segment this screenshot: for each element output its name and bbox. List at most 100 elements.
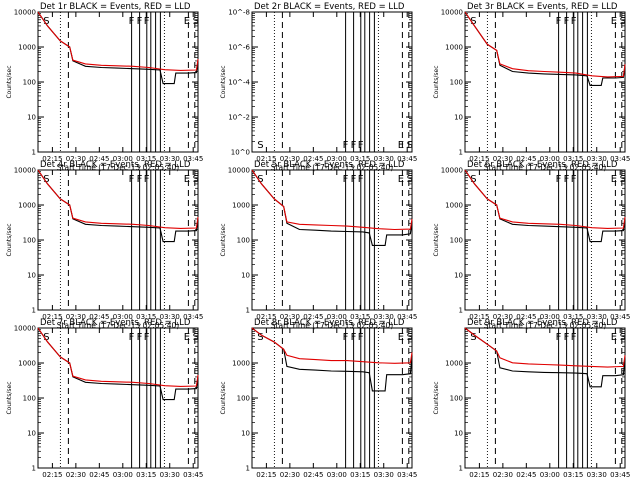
x-axis-title: Start Time (17-Dec-13 02:05:40) bbox=[57, 163, 179, 172]
y-axis-title: Counts/sec bbox=[220, 65, 227, 98]
panel-title: Det 8r BLACK = Events, RED = LLD bbox=[254, 318, 405, 328]
marker-letter: E bbox=[611, 16, 617, 27]
y-tick-label: 10 bbox=[27, 272, 36, 280]
x-tick-label: 03:00 bbox=[113, 313, 133, 321]
y-tick-label: 10 bbox=[454, 114, 463, 122]
y-axis-title: Counts/sec bbox=[433, 381, 440, 414]
marker-letter: F bbox=[571, 16, 577, 27]
x-tick-label: 02:30 bbox=[493, 471, 513, 479]
x-tick-label: 02:15 bbox=[42, 155, 62, 163]
marker-letter: S bbox=[620, 16, 626, 27]
marker-letter: S bbox=[43, 16, 49, 27]
x-tick-label: 02:45 bbox=[516, 313, 536, 321]
x-tick-label: 02:45 bbox=[89, 155, 109, 163]
series-line-lld bbox=[464, 11, 626, 78]
marker-letter: S bbox=[257, 140, 263, 151]
marker-letter: S bbox=[407, 332, 413, 343]
x-axis-title: Start Time (17-Dec-13 02:05:40) bbox=[57, 321, 179, 330]
x-tick-label: 03:45 bbox=[183, 471, 203, 479]
y-tick-label: 10000 bbox=[14, 9, 36, 17]
y-tick-label: 100 bbox=[237, 237, 250, 245]
marker-letter: F bbox=[358, 140, 364, 151]
marker-letter: F bbox=[556, 332, 562, 343]
plot-frame bbox=[251, 11, 413, 153]
y-tick-label: 10 bbox=[241, 430, 250, 438]
x-tick-label: 03:00 bbox=[327, 155, 347, 163]
marker-letter: E bbox=[611, 332, 617, 343]
x-tick-label: 02:15 bbox=[256, 313, 276, 321]
x-tick-label: 03:15 bbox=[350, 471, 370, 479]
series-line-events bbox=[251, 327, 413, 392]
marker-letter: S bbox=[193, 174, 199, 185]
x-tick-label: 02:30 bbox=[280, 155, 300, 163]
x-tick-label: 02:15 bbox=[256, 155, 276, 163]
marker-letter: F bbox=[351, 140, 357, 151]
y-tick-label: 100 bbox=[450, 237, 463, 245]
detector-panel: Det 3r BLACK = Events, RED = LLD 02:15 02:… bbox=[433, 2, 630, 172]
x-tick-label: 02:15 bbox=[469, 471, 489, 479]
x-tick-label: 03:45 bbox=[183, 313, 203, 321]
x-tick-label: 03:15 bbox=[350, 313, 370, 321]
panel-title: Det 5r BLACK = Events, RED = LLD bbox=[254, 160, 405, 170]
panel-title: Det 9r BLACK = Events, RED = LLD bbox=[467, 318, 618, 328]
x-tick-label: 03:30 bbox=[160, 313, 180, 321]
y-tick-label: 10^-8 bbox=[228, 9, 250, 17]
marker-letter: F bbox=[556, 174, 562, 185]
y-tick-label: 100 bbox=[23, 395, 36, 403]
marker-letter: F bbox=[343, 174, 349, 185]
y-axis-title: Counts/sec bbox=[6, 381, 13, 414]
x-tick-label: 03:00 bbox=[327, 471, 347, 479]
marker-letter: F bbox=[358, 332, 364, 343]
marker-letter: F bbox=[571, 332, 577, 343]
plot-frame bbox=[251, 327, 413, 469]
marker-letter: S bbox=[257, 332, 263, 343]
y-tick-label: 10000 bbox=[228, 167, 250, 175]
marker-letter: S bbox=[620, 174, 626, 185]
x-tick-label: 03:15 bbox=[563, 313, 583, 321]
x-tick-label: 03:15 bbox=[136, 313, 156, 321]
marker-letter: S bbox=[193, 332, 199, 343]
x-tick-label: 03:30 bbox=[374, 313, 394, 321]
marker-letter: F bbox=[564, 174, 570, 185]
series-line-events bbox=[37, 169, 199, 243]
x-tick-label: 03:00 bbox=[113, 471, 133, 479]
panel-title: Det 3r BLACK = Events, RED = LLD bbox=[467, 2, 618, 12]
marker-letter: F bbox=[137, 16, 143, 27]
detector-panel: Det 7r BLACK = Events, RED = LLD 02:15 02:… bbox=[6, 318, 203, 480]
marker-letter: F bbox=[343, 332, 349, 343]
y-tick-label: 1000 bbox=[445, 44, 463, 52]
x-tick-label: 02:30 bbox=[66, 155, 86, 163]
series-line-events bbox=[464, 327, 626, 388]
plot-frame bbox=[464, 11, 626, 153]
x-tick-label: 03:15 bbox=[350, 155, 370, 163]
x-tick-label: 03:30 bbox=[374, 471, 394, 479]
x-tick-label: 02:45 bbox=[516, 155, 536, 163]
marker-letter: S bbox=[470, 174, 476, 185]
x-tick-label: 02:45 bbox=[516, 471, 536, 479]
y-tick-label: 1 bbox=[32, 307, 36, 315]
marker-letter: E bbox=[611, 174, 617, 185]
marker-letter: F bbox=[358, 174, 364, 185]
series-line-events bbox=[37, 327, 199, 401]
x-tick-label: 03:45 bbox=[610, 313, 630, 321]
marker-letter: S bbox=[470, 16, 476, 27]
marker-letter: F bbox=[351, 174, 357, 185]
marker-letter: F bbox=[144, 16, 150, 27]
detector-panel: Det 2r BLACK = Events, RED = LLD 02:15 02:… bbox=[220, 2, 417, 172]
x-tick-label: 02:15 bbox=[42, 313, 62, 321]
y-tick-label: 10^0 bbox=[231, 149, 250, 157]
marker-letter: F bbox=[556, 16, 562, 27]
y-axis-title: Counts/sec bbox=[433, 65, 440, 98]
y-axis-title: Counts/sec bbox=[433, 223, 440, 256]
x-tick-label: 02:30 bbox=[280, 471, 300, 479]
y-tick-label: 1000 bbox=[18, 360, 36, 368]
x-axis-title: Start Time (17-Dec-13 02:05:40) bbox=[484, 321, 606, 330]
x-tick-label: 03:45 bbox=[397, 313, 417, 321]
series-line-lld bbox=[251, 169, 413, 231]
y-axis-title: Counts/sec bbox=[220, 381, 227, 414]
detector-panel: Det 9r BLACK = Events, RED = LLD 02:15 02:… bbox=[433, 318, 630, 480]
x-tick-label: 03:30 bbox=[160, 155, 180, 163]
x-tick-label: 02:45 bbox=[89, 471, 109, 479]
x-tick-label: 03:00 bbox=[113, 155, 133, 163]
y-tick-label: 10000 bbox=[14, 325, 36, 333]
